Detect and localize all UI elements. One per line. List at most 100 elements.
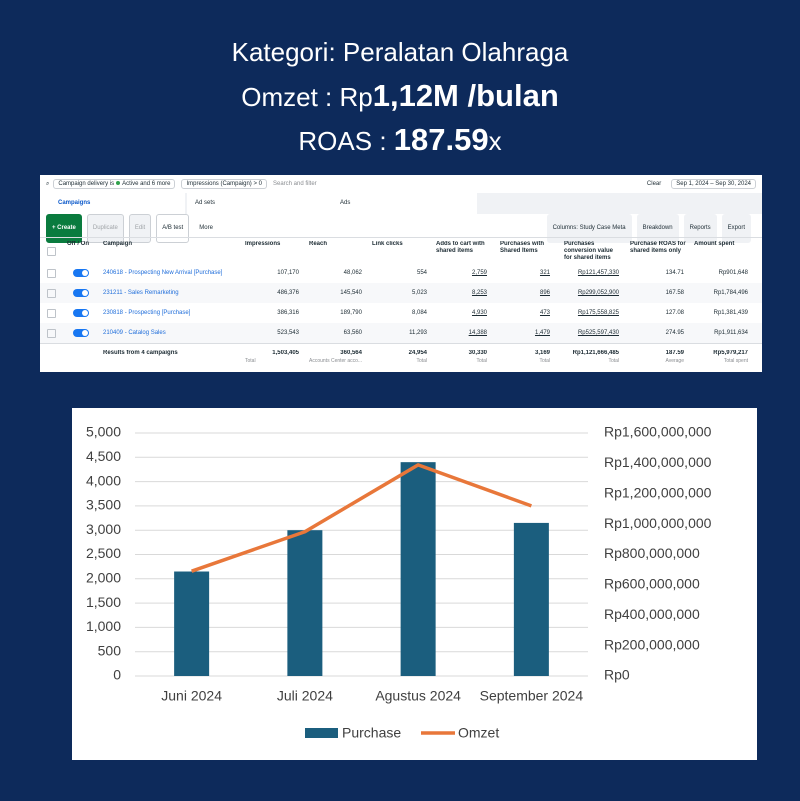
tab[interactable]: Ad sets: [187, 193, 332, 214]
tab[interactable]: Ads: [332, 193, 477, 214]
x-tick-label: Juni 2024: [161, 688, 222, 704]
table-row: 240618 - Prospecting New Arrival [Purcha…: [40, 263, 762, 284]
column-header: Purchases conversion value for shared it…: [564, 241, 614, 261]
action-button[interactable]: + Create: [46, 214, 82, 243]
campaign-name[interactable]: 230818 - Prospecting [Purchase]: [103, 310, 191, 316]
filter-right: Clear Sep 1, 2024 – Sep 30, 2024: [647, 175, 756, 193]
filter-text: Impressions (Campaign) > 0: [186, 181, 262, 187]
toggle-knob: [82, 290, 88, 296]
filter-text: Active: [122, 181, 139, 187]
metric-cell: 321: [539, 270, 550, 276]
metric-cell: 14,388: [468, 330, 487, 336]
total-value: Rp5,979,217: [713, 350, 748, 356]
action-button[interactable]: Duplicate: [86, 214, 124, 243]
y-tick-label: 4,500: [86, 448, 121, 464]
metric-cell: 145,540: [340, 290, 362, 296]
toolbar-button[interactable]: Columns: Study Case Meta: [546, 214, 632, 243]
total-value: 24,954: [408, 350, 427, 356]
y-tick-label: 5,000: [86, 424, 121, 440]
action-button[interactable]: More: [194, 215, 218, 242]
y2-tick-label: Rp400,000,000: [604, 606, 700, 622]
checkbox: [47, 289, 56, 298]
total-note: Total: [608, 358, 619, 364]
metric-cell: 274.95: [665, 330, 684, 336]
total-value: Rp1,121,666,485: [572, 350, 619, 356]
total-note: Total: [245, 358, 256, 364]
column-header: Impressions: [245, 241, 281, 247]
metric-cell: 11,293: [409, 330, 427, 336]
y-tick-label: 500: [98, 642, 122, 658]
total-note: Total: [539, 358, 550, 364]
metric-cell: Rp299,052,900: [577, 290, 619, 296]
tab-label: Campaigns: [58, 200, 91, 206]
metric-cell: 473: [539, 310, 550, 316]
tab-bar: Campaigns Ad sets Ads: [40, 193, 762, 214]
checkbox: [47, 309, 56, 318]
y-tick-label: 4,000: [86, 472, 121, 488]
campaign-name[interactable]: 210409 - Catalog Sales: [103, 330, 166, 336]
y2-tick-label: Rp600,000,000: [604, 576, 700, 592]
metric-cell: 486,376: [277, 290, 299, 296]
y-tick-label: 3,500: [86, 497, 121, 513]
total-note: Average: [665, 358, 684, 364]
omzet-line: Omzet : Rp1,12M /bulan: [0, 74, 800, 118]
y-tick-label: 1,000: [86, 618, 121, 634]
table-row: 210409 - Catalog Sales 523,543 63,560 11,29…: [40, 323, 762, 344]
filter-pill[interactable]: Impressions (Campaign) > 0: [181, 179, 267, 189]
roas-line: ROAS : 187.59x: [0, 118, 800, 162]
search-placeholder[interactable]: Search and filter: [272, 181, 317, 187]
toolbar-button[interactable]: Reports: [683, 214, 717, 243]
metric-cell: Rp1,911,634: [714, 330, 748, 336]
metric-cell: 189,790: [340, 310, 362, 316]
column-header: Reach: [309, 241, 328, 247]
column-header: Amount spent: [694, 241, 735, 247]
toggle-knob: [82, 310, 88, 316]
action-right: Columns: Study Case Meta Breakdown Reports…: [546, 214, 756, 243]
metric-cell: Rp121,457,330: [577, 270, 619, 276]
filter-pill[interactable]: Campaign delivery is Active and 6 more: [53, 179, 176, 189]
total-value: 3,169: [534, 350, 550, 356]
bar: [287, 530, 323, 676]
toggle[interactable]: [73, 289, 89, 297]
toolbar-button[interactable]: Breakdown: [636, 214, 679, 243]
date-range[interactable]: Sep 1, 2024 – Sep 30, 2024: [671, 179, 756, 189]
toolbar-button[interactable]: Export: [721, 214, 751, 243]
column-header: Campaign: [103, 241, 133, 247]
category-title: Kategori: Peralatan Olahraga: [231, 37, 569, 67]
toggle[interactable]: [73, 309, 89, 317]
toggle-knob: [82, 270, 88, 276]
metric-cell: 167.58: [665, 290, 684, 296]
toggle-knob: [82, 330, 88, 336]
toggle[interactable]: [73, 329, 89, 337]
total-value: 360,564: [340, 350, 362, 356]
clear-button[interactable]: Clear: [646, 181, 662, 187]
total-note: Total: [476, 358, 487, 364]
total-value: Results from 4 campaigns: [103, 350, 178, 356]
action-button[interactable]: A/B test: [156, 214, 190, 243]
toggle[interactable]: [73, 269, 89, 277]
total-value: 1,503,405: [272, 350, 299, 356]
metric-cell: 386,316: [277, 310, 299, 316]
metric-cell: 48,062: [343, 270, 362, 276]
y2-tick-label: Rp800,000,000: [604, 545, 700, 561]
tab-label: Ads: [340, 200, 351, 206]
campaign-name[interactable]: 231211 - Sales Remarketing: [103, 290, 179, 296]
table-header: Off / On Campaign Impressions Reach Link cli…: [40, 237, 762, 265]
y-tick-label: 3,000: [86, 521, 121, 537]
checkbox: [47, 269, 56, 278]
x-tick-label: Agustus 2024: [375, 688, 461, 704]
ads-manager-screenshot: ⌕ Campaign delivery is Active and 6 more Im…: [40, 175, 762, 372]
y2-tick-label: Rp0: [604, 667, 630, 683]
action-button[interactable]: Edit: [128, 214, 152, 243]
bar: [400, 462, 436, 676]
x-tick-label: Juli 2024: [277, 688, 333, 704]
campaign-name[interactable]: 240618 - Prospecting New Arrival [Purcha…: [103, 270, 223, 276]
tab[interactable]: Campaigns: [40, 193, 185, 214]
metric-cell: Rp901,648: [718, 270, 748, 276]
y2-tick-label: Rp1,400,000,000: [604, 454, 712, 470]
column-header: Purchases with Shared Items: [500, 241, 545, 254]
y-tick-label: 2,500: [86, 545, 121, 561]
y-tick-label: 0: [113, 667, 121, 683]
x-tick-label: September 2024: [480, 688, 584, 704]
